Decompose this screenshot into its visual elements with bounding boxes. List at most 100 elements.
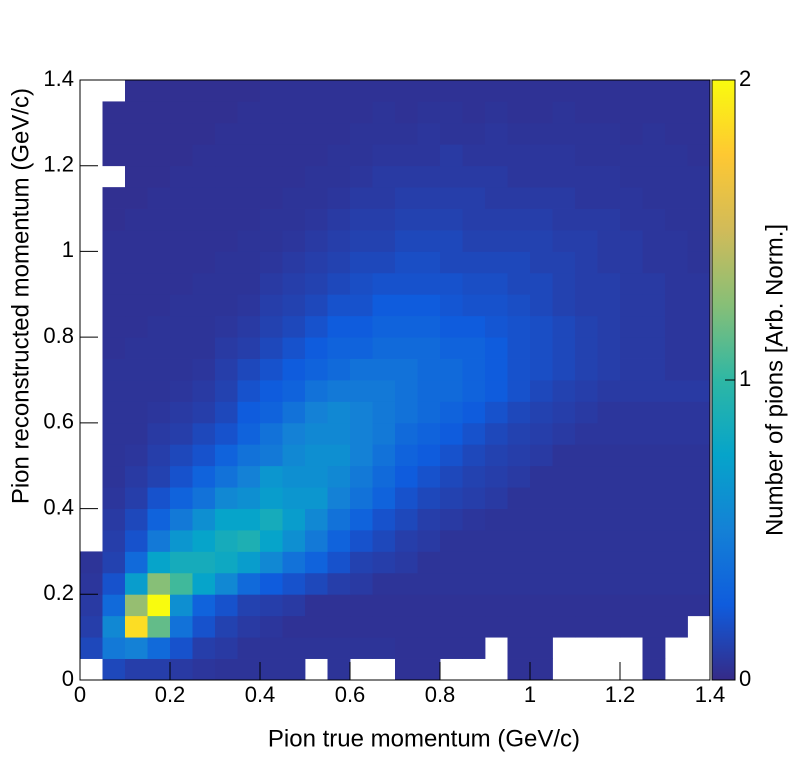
heat-cell <box>620 615 643 638</box>
heat-cell <box>440 230 463 252</box>
heat-cell <box>642 251 666 274</box>
heat-cell <box>665 230 688 252</box>
x-tick-label: 0.4 <box>245 682 276 707</box>
heat-cell <box>687 530 711 552</box>
heat-cell <box>147 144 171 167</box>
heat-cell <box>282 615 306 638</box>
heat-cell <box>147 530 171 552</box>
heat-cell <box>665 422 688 445</box>
heat-cell <box>507 187 531 209</box>
heat-cell <box>687 230 711 252</box>
heat-cell <box>147 358 171 381</box>
heat-cell <box>147 251 171 274</box>
heat-cell <box>215 530 238 552</box>
y-tick-label: 0.6 <box>43 409 74 434</box>
heat-cell <box>237 401 261 424</box>
heat-cell <box>327 272 351 295</box>
heat-cell <box>597 251 621 274</box>
heat-cell <box>102 315 126 338</box>
heat-cell <box>575 380 598 402</box>
heat-cell <box>687 80 711 102</box>
heat-cell <box>260 487 283 509</box>
heat-cell <box>687 444 711 467</box>
heat-cell <box>530 380 553 402</box>
heat-cell <box>327 551 351 574</box>
heat-cell <box>620 401 643 424</box>
heat-cell <box>260 530 283 552</box>
heat-cell <box>125 230 148 252</box>
heat-cell <box>552 165 576 188</box>
heat-cell <box>147 101 171 124</box>
heat-cell <box>395 401 418 424</box>
heat-cell <box>597 122 621 145</box>
heat-cell <box>440 358 463 381</box>
heat-cell <box>552 144 576 167</box>
heat-cell <box>665 530 688 552</box>
heat-cell <box>417 658 441 681</box>
heat-cell <box>395 230 418 252</box>
heat-cell <box>372 487 396 509</box>
heat-cell <box>552 122 576 145</box>
heat-cell <box>665 294 688 317</box>
heat-cell <box>237 637 261 659</box>
heat-cell <box>147 380 171 402</box>
heat-cell <box>462 380 486 402</box>
heat-cell <box>305 187 328 209</box>
heat-cell <box>440 594 463 617</box>
y-tick-label: 1 <box>62 237 74 262</box>
heat-cell <box>597 444 621 467</box>
heat-cell <box>642 508 666 531</box>
heat-cell <box>170 465 193 488</box>
heat-cell <box>417 358 441 381</box>
heat-cell <box>665 358 688 381</box>
heat-cell <box>215 122 238 145</box>
x-tick-label: 1.2 <box>605 682 636 707</box>
heat-cell <box>530 508 553 531</box>
heat-cell <box>372 508 396 531</box>
heat-cell <box>102 637 126 659</box>
heat-cell <box>372 551 396 574</box>
heat-cell <box>530 444 553 467</box>
heat-cell <box>147 165 171 188</box>
heat-cell <box>665 380 688 402</box>
heat-cell <box>125 487 148 509</box>
heat-cell <box>327 122 351 145</box>
heat-cell <box>192 508 216 531</box>
heat-cell <box>642 315 666 338</box>
heat-cell <box>665 101 688 124</box>
heat-cell <box>192 230 216 252</box>
heat-cell <box>440 122 463 145</box>
heat-cell <box>395 315 418 338</box>
heat-cell <box>620 208 643 231</box>
heat-cell <box>530 315 553 338</box>
heat-cell <box>417 465 441 488</box>
heat-cell <box>170 251 193 274</box>
heat-cell <box>237 165 261 188</box>
heat-cell <box>485 444 508 467</box>
heat-cell <box>170 187 193 209</box>
heat-cell <box>147 401 171 424</box>
heat-cell <box>350 80 373 102</box>
heat-cell <box>192 658 216 681</box>
heat-cell <box>440 508 463 531</box>
heat-cell <box>597 530 621 552</box>
y-axis-title: Pion reconstructed momentum (GeV/c) <box>7 88 34 504</box>
heat-cell <box>170 551 193 574</box>
heat-cell <box>597 187 621 209</box>
heat-cell <box>530 658 553 681</box>
heat-cell <box>552 337 576 359</box>
heat-cell <box>102 101 126 124</box>
heat-cell <box>80 572 103 595</box>
heat-cell <box>80 594 103 617</box>
heat-cell <box>530 208 553 231</box>
heat-cell <box>350 380 373 402</box>
heat-cell <box>597 272 621 295</box>
heat-cell <box>620 187 643 209</box>
heat-cell <box>327 101 351 124</box>
heat-cell <box>327 637 351 659</box>
heat-cell <box>282 401 306 424</box>
heat-cell <box>170 380 193 402</box>
heat-cell <box>440 208 463 231</box>
heat-cell <box>327 208 351 231</box>
heat-cell <box>372 101 396 124</box>
